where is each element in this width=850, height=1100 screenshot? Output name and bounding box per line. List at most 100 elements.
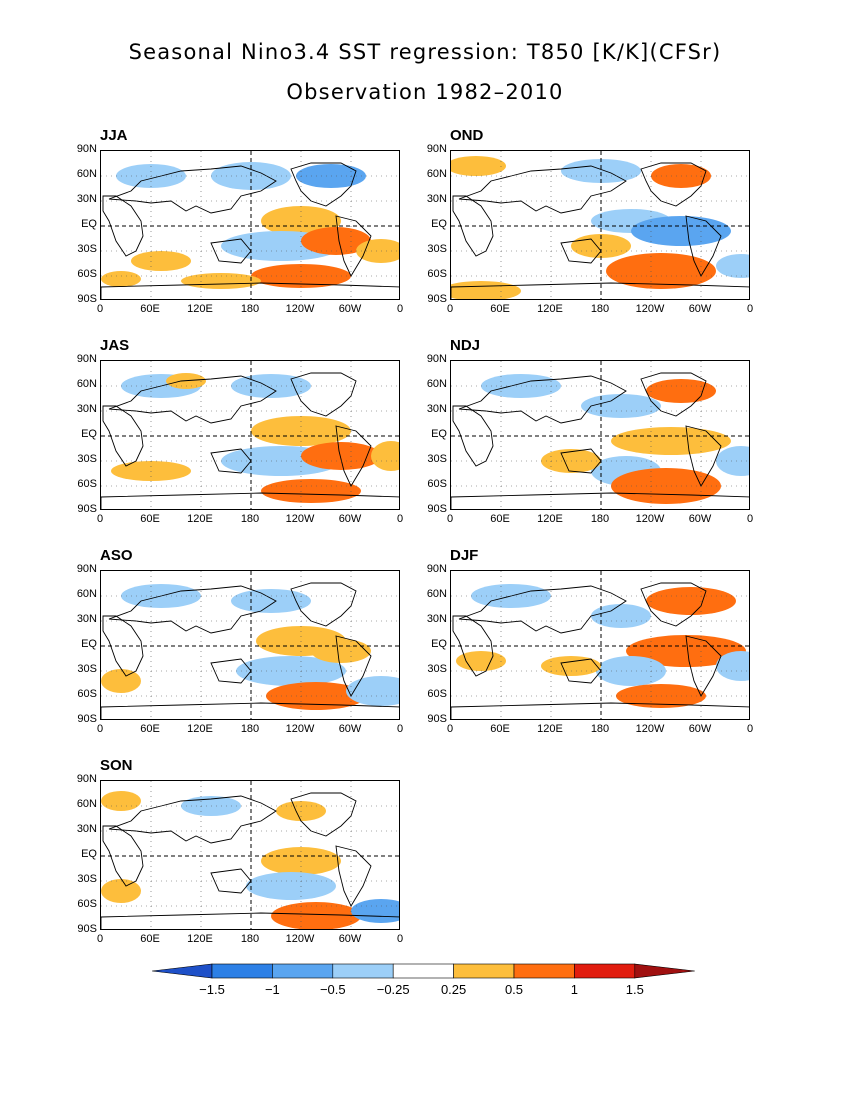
anomaly-region bbox=[356, 239, 399, 263]
lon-tick-label: 60W bbox=[338, 933, 362, 945]
anomaly-field bbox=[101, 571, 399, 719]
coastline bbox=[290, 792, 357, 837]
lon-tick-label: 60W bbox=[338, 513, 362, 525]
coastline bbox=[335, 635, 372, 697]
colorbar-swatch bbox=[332, 963, 394, 979]
map-jja bbox=[100, 150, 400, 300]
anomaly-region bbox=[456, 651, 506, 671]
lat-tick-label: 30S bbox=[77, 873, 97, 885]
lat-tick-label: 90N bbox=[76, 353, 97, 365]
colorbar-swatch bbox=[513, 963, 575, 979]
figure-title: Seasonal Nino3.4 SST regression: T850 [K… bbox=[128, 40, 722, 64]
map-son bbox=[100, 780, 400, 930]
colorbar-label: 1 bbox=[570, 982, 578, 997]
colorbar-swatch bbox=[574, 963, 636, 979]
lon-tick-label: 120E bbox=[187, 933, 213, 945]
coastline bbox=[685, 425, 722, 487]
map-djf bbox=[450, 570, 750, 720]
coastline bbox=[685, 215, 722, 277]
anomaly-region bbox=[646, 379, 716, 403]
lon-tick-label: 0 bbox=[746, 513, 754, 525]
lon-tick-label: 0 bbox=[96, 723, 104, 735]
coastline bbox=[101, 282, 399, 299]
anomaly-region bbox=[716, 254, 749, 278]
coastline bbox=[101, 702, 399, 719]
colorbar-swatch bbox=[211, 963, 273, 979]
lat-tick-label: 90N bbox=[76, 773, 97, 785]
lat-tick-label: 90S bbox=[427, 713, 447, 725]
lon-tick-label: 60W bbox=[338, 303, 362, 315]
panel-label: OND bbox=[450, 127, 484, 144]
lon-tick-label: 0 bbox=[96, 303, 104, 315]
anomaly-region bbox=[311, 639, 371, 663]
lon-tick-label: 60E bbox=[140, 723, 160, 735]
anomaly-region bbox=[231, 589, 311, 613]
coastline bbox=[101, 912, 399, 929]
coastline bbox=[210, 448, 252, 474]
lat-tick-label: 30N bbox=[76, 823, 97, 835]
map-ndj bbox=[450, 360, 750, 510]
lon-tick-label: 180 bbox=[240, 933, 260, 945]
panel-label: JJA bbox=[100, 127, 128, 144]
lat-tick-label: 30S bbox=[427, 663, 447, 675]
lon-tick-label: 60E bbox=[490, 513, 510, 525]
lat-tick-label: 90N bbox=[426, 143, 447, 155]
lat-tick-label: EQ bbox=[81, 638, 97, 650]
lon-tick-label: 120W bbox=[285, 303, 315, 315]
anomaly-region bbox=[351, 899, 399, 923]
anomaly-field bbox=[101, 361, 399, 509]
coastline bbox=[451, 702, 749, 719]
colorbar-swatch bbox=[634, 963, 695, 979]
colorbar-swatch bbox=[272, 963, 334, 979]
colorbar-label: 1.5 bbox=[625, 982, 644, 997]
lon-tick-label: 0 bbox=[396, 303, 404, 315]
map-jas bbox=[100, 360, 400, 510]
lon-tick-label: 60E bbox=[140, 513, 160, 525]
colorbar-swatch bbox=[453, 963, 515, 979]
lat-tick-label: 90N bbox=[76, 563, 97, 575]
anomaly-region bbox=[101, 791, 141, 811]
lat-tick-label: 90S bbox=[77, 923, 97, 935]
coastline bbox=[290, 162, 357, 207]
lat-tick-label: 60N bbox=[76, 168, 97, 180]
lon-tick-label: 0 bbox=[446, 723, 454, 735]
lon-tick-label: 180 bbox=[240, 303, 260, 315]
colorbar-label: −0.25 bbox=[376, 982, 410, 997]
lat-tick-label: 90N bbox=[426, 353, 447, 365]
coastline bbox=[101, 492, 399, 509]
colorbar-label: 0.5 bbox=[504, 982, 524, 997]
lon-tick-label: 60E bbox=[490, 303, 510, 315]
anomaly-region bbox=[606, 253, 716, 289]
anomaly-region bbox=[451, 281, 521, 299]
lat-tick-label: 30N bbox=[426, 403, 447, 415]
lat-tick-label: 30S bbox=[77, 663, 97, 675]
colorbar-label: −0.5 bbox=[319, 982, 346, 997]
anomaly-region bbox=[301, 227, 371, 255]
lat-tick-label: 30N bbox=[76, 193, 97, 205]
lat-tick-label: 60N bbox=[76, 378, 97, 390]
lat-tick-label: 90N bbox=[76, 143, 97, 155]
panel-label: JAS bbox=[100, 337, 130, 354]
colorbar-swatch bbox=[152, 963, 213, 979]
map-aso bbox=[100, 570, 400, 720]
anomaly-region bbox=[261, 479, 361, 503]
lat-tick-label: 90S bbox=[77, 713, 97, 725]
anomaly-region bbox=[646, 587, 736, 615]
lat-tick-label: 90N bbox=[426, 563, 447, 575]
lat-tick-label: 60N bbox=[426, 588, 447, 600]
lon-tick-label: 0 bbox=[396, 513, 404, 525]
anomaly-field bbox=[101, 781, 399, 929]
lat-tick-label: EQ bbox=[431, 428, 447, 440]
lon-tick-label: 180 bbox=[590, 513, 610, 525]
coastline bbox=[210, 658, 252, 684]
anomaly-region bbox=[561, 159, 641, 183]
coastline bbox=[335, 845, 372, 907]
lon-tick-label: 0 bbox=[446, 303, 454, 315]
lon-tick-label: 120W bbox=[635, 513, 665, 525]
lon-tick-label: 180 bbox=[240, 723, 260, 735]
lat-tick-label: 90S bbox=[427, 293, 447, 305]
lon-tick-label: 0 bbox=[96, 933, 104, 945]
coastline bbox=[290, 582, 357, 627]
lat-tick-label: EQ bbox=[81, 218, 97, 230]
anomaly-region bbox=[271, 902, 361, 929]
